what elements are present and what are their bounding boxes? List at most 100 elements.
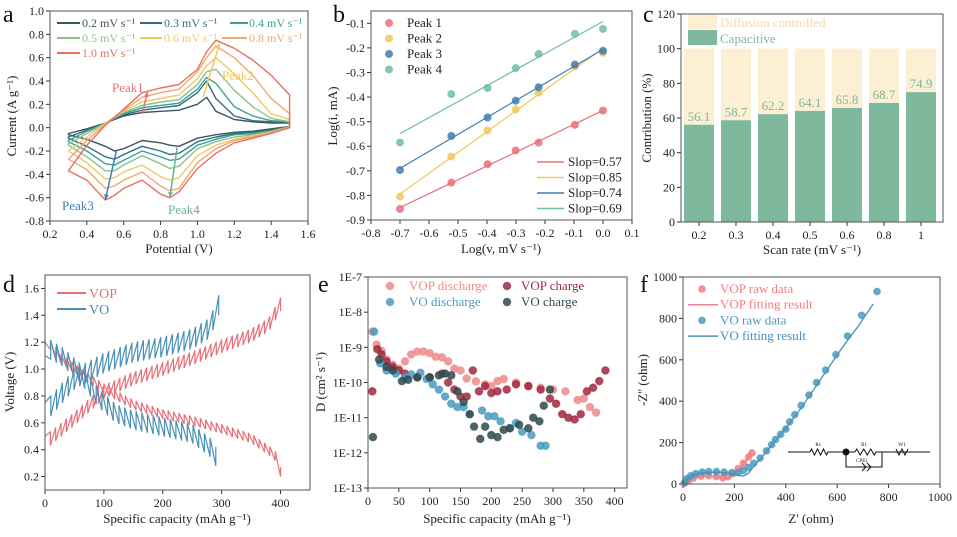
data-point: [539, 401, 549, 410]
data-point: [413, 373, 422, 382]
data-point: [428, 379, 438, 389]
bar-capacitive: [906, 92, 936, 222]
y-tick-label: 0.2: [29, 97, 44, 111]
data-point: [511, 96, 520, 105]
x-axis-label: Log(v, mV s⁻¹): [461, 241, 541, 256]
data-point: [388, 366, 397, 375]
gitt-curve-vop: [44, 297, 282, 446]
x-axis-label: Z' (ohm): [788, 511, 833, 526]
y-tick-label: 0.4: [24, 443, 39, 457]
panel-a: a -0.8 -0.6 -0.4 -0.2 0.0 0.2 0.4 0.6 0.8 1.0 0.2 0.…: [3, 2, 316, 256]
data-point: [368, 432, 378, 442]
gitt-curve-vo: [44, 295, 220, 417]
legend-label: Peak 4: [407, 62, 443, 77]
data-point: [474, 387, 484, 396]
annotation-arrow: [169, 147, 178, 198]
x-tick-label: 1.2: [227, 227, 242, 241]
x-tick-label: 0.8: [877, 228, 892, 242]
x-tick-label: 400: [272, 496, 290, 510]
data-point: [369, 327, 379, 336]
data-point: [475, 434, 485, 444]
data-point: [477, 406, 487, 415]
data-point: [598, 24, 608, 34]
data-point: [601, 366, 610, 375]
data-point: [384, 18, 394, 28]
data-point: [524, 423, 533, 433]
data-point: [502, 385, 512, 394]
panel-label: e: [318, 272, 329, 298]
cv-curve-series: [67, 80, 291, 160]
peak-annotation: Peak3: [62, 198, 94, 213]
data-point: [385, 297, 395, 307]
bar-data-label: 58.7: [725, 104, 748, 119]
data-point: [534, 49, 543, 59]
bar-diffusion: [832, 48, 862, 108]
legend-label: 0.2 mV s⁻¹: [82, 16, 136, 30]
data-point: [511, 63, 520, 73]
y-tick-label: 1000: [653, 270, 677, 284]
y-tick-label: -0.4: [346, 90, 365, 104]
legend-label: Peak 2: [407, 31, 442, 46]
data-point: [462, 374, 471, 383]
data-point: [437, 353, 447, 362]
resistor-icon: [788, 447, 930, 457]
data-point: [446, 371, 456, 380]
cv-curve-series: [67, 45, 291, 192]
data-point: [490, 411, 499, 421]
y-tick-label: 400: [659, 394, 677, 408]
cv-curve-series: [67, 39, 291, 201]
panel-b: b-0.9-0.8-0.7-0.6-0.5-0.4-0.3-0.2-0.1-0.…: [325, 2, 640, 256]
data-point: [443, 357, 453, 366]
x-axis-label: Specific capacity (mAh g⁻¹): [103, 511, 251, 526]
x-tick-label: 50: [393, 494, 405, 508]
equivalent-circuit-inset: Rs R1 W1 CPE1: [788, 443, 930, 472]
bar-diffusion: [721, 48, 751, 121]
data-point: [425, 373, 434, 382]
y-tick-label: -0.6: [346, 139, 365, 153]
y-tick-label: 1E-8: [339, 305, 362, 319]
y-axis-label: Contribution (%): [639, 73, 654, 162]
y-tick-label: -0.1: [346, 16, 365, 30]
fit-line: [682, 303, 874, 485]
plot-area: [680, 287, 881, 488]
data-point: [471, 377, 481, 386]
x-tick-label: 0.6: [116, 227, 131, 241]
fit-line: [399, 47, 604, 195]
x-tick-label: 0.2: [692, 228, 707, 242]
y-tick-label: 0: [669, 215, 675, 229]
y-tick-label: -0.7: [346, 164, 365, 178]
bar-capacitive: [684, 124, 714, 222]
slope-label: Slop=0.85: [568, 170, 622, 185]
x-tick-label: -0.6: [420, 226, 439, 240]
data-point: [480, 422, 490, 431]
y-tick-label: 1E-7: [339, 270, 362, 284]
axes-frame: [682, 276, 941, 485]
bar-data-label: 62.2: [762, 98, 785, 113]
data-point: [395, 192, 405, 201]
panel-d: d 0.2 0.4 0.6 0.8 1.0 1.2 1.4 1.6 0 100 200 300 400 Sp…: [2, 272, 311, 526]
data-point: [447, 90, 456, 99]
circuit-label: W1: [898, 443, 906, 448]
data-point: [528, 413, 538, 422]
legend-label: 0.4 mV s⁻¹: [249, 16, 303, 30]
data-point: [483, 126, 492, 135]
data-point: [496, 416, 505, 426]
data-point: [395, 165, 405, 175]
data-point: [483, 113, 492, 122]
plot-area: [44, 295, 282, 477]
panel-label: d: [3, 272, 15, 298]
data-point: [591, 408, 601, 417]
axes-frame: [49, 10, 309, 222]
data-point: [534, 138, 543, 147]
fit-line: [399, 109, 604, 209]
legend-label: VO raw data: [720, 312, 787, 327]
panel-c: c 0 20 40 60 80 100 120 Scan rate (mV s⁻¹) Contri…: [639, 2, 944, 257]
data-point: [570, 29, 579, 38]
x-tick-label: 400: [777, 490, 795, 504]
arrow-head-icon: [104, 194, 109, 200]
fit-line: [399, 20, 604, 135]
legend-label: VOP charge: [521, 278, 584, 293]
bar-diffusion: [795, 48, 825, 111]
data-point: [511, 379, 521, 389]
